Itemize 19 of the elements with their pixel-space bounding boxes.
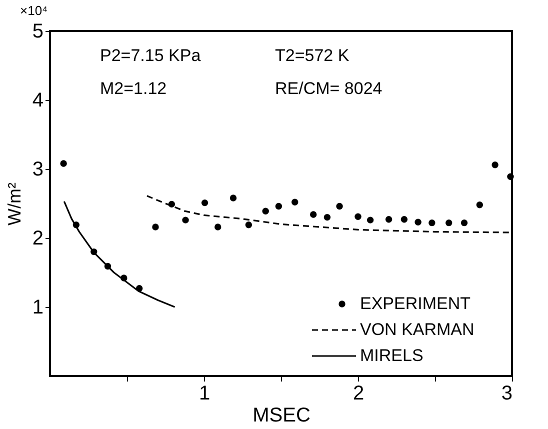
y-tick-label: 2 [32, 228, 44, 250]
annotation: M2=1.12 [100, 79, 167, 98]
annotation: RE/CM= 8024 [275, 79, 382, 98]
x-tick-label: 1 [198, 382, 210, 404]
y-tick-label: 1 [32, 296, 44, 318]
legend-label: EXPERIMENT [360, 294, 471, 313]
legend-label: MIRELS [360, 346, 424, 365]
y-axis-title: W/m² [4, 182, 24, 226]
annotation: T2=572 K [275, 46, 350, 65]
text: ×10⁴ [20, 3, 48, 18]
x-tick-label: 2 [352, 382, 364, 404]
line-series [63, 200, 176, 308]
y-tick-label: 5 [32, 20, 44, 42]
annotation: P2=7.15 KPa [100, 46, 202, 65]
x-tick-label: 3 [501, 382, 512, 404]
y-tick-label: 4 [32, 90, 44, 112]
legend-label: VON KARMAN [360, 320, 474, 339]
y-tick-label: 3 [32, 158, 44, 180]
x-axis-title: MSEC [252, 404, 310, 426]
